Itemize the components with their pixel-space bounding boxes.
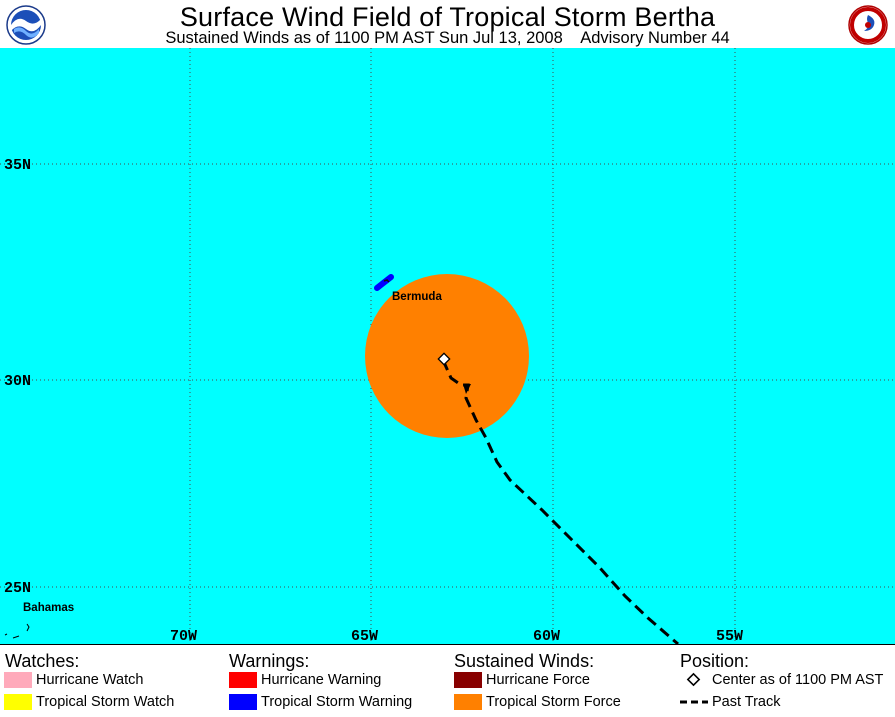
swatch-tropical-storm-force — [454, 694, 482, 710]
legend-warnings-heading: Warnings: — [229, 651, 310, 671]
lon-label-55w: 55W — [716, 628, 743, 644]
track-arrow — [463, 384, 471, 394]
swatch-tropical-storm-watch — [4, 694, 32, 710]
lat-lon-grid — [0, 48, 895, 644]
lat-label-30n: 30N — [4, 373, 31, 390]
swatch-tropical-storm-warning — [229, 694, 257, 710]
lon-label-60w: 60W — [533, 628, 560, 644]
swatch-hurricane-watch — [4, 672, 32, 688]
tropical-storm-warning-bermuda — [374, 274, 394, 291]
swatch-hurricane-warning — [229, 672, 257, 688]
center-diamond-icon — [686, 672, 701, 687]
legend: Watches: Hurricane Watch Tropical Storm … — [0, 644, 895, 717]
page-title: Surface Wind Field of Tropical Storm Ber… — [179, 2, 716, 32]
bermuda-island — [383, 279, 390, 283]
place-label-bahamas: Bahamas — [23, 602, 74, 614]
legend-watches-heading: Watches: — [5, 651, 80, 671]
swatch-hurricane-force — [454, 672, 482, 688]
page-subtitle: Sustained Winds as of 1100 PM AST Sun Ju… — [165, 29, 730, 47]
lon-label-65w: 65W — [351, 628, 378, 644]
storm-center-marker — [437, 352, 451, 366]
past-track-dash-icon — [680, 700, 708, 704]
legend-winds-heading: Sustained Winds: — [454, 651, 595, 671]
wind-field-map: 70W 65W 60W 55W 35N 30N 25N Bermuda Baha… — [0, 48, 895, 644]
noaa-logo — [6, 5, 46, 45]
lat-label-25n: 25N — [4, 580, 31, 597]
bahamas-islands — [4, 623, 30, 639]
nws-logo — [848, 5, 888, 45]
lat-label-35n: 35N — [4, 157, 31, 174]
lon-label-70w: 70W — [170, 628, 197, 644]
place-label-bermuda: Bermuda — [392, 291, 442, 303]
legend-position-heading: Position: — [680, 651, 750, 671]
header: Surface Wind Field of Tropical Storm Ber… — [0, 0, 895, 48]
